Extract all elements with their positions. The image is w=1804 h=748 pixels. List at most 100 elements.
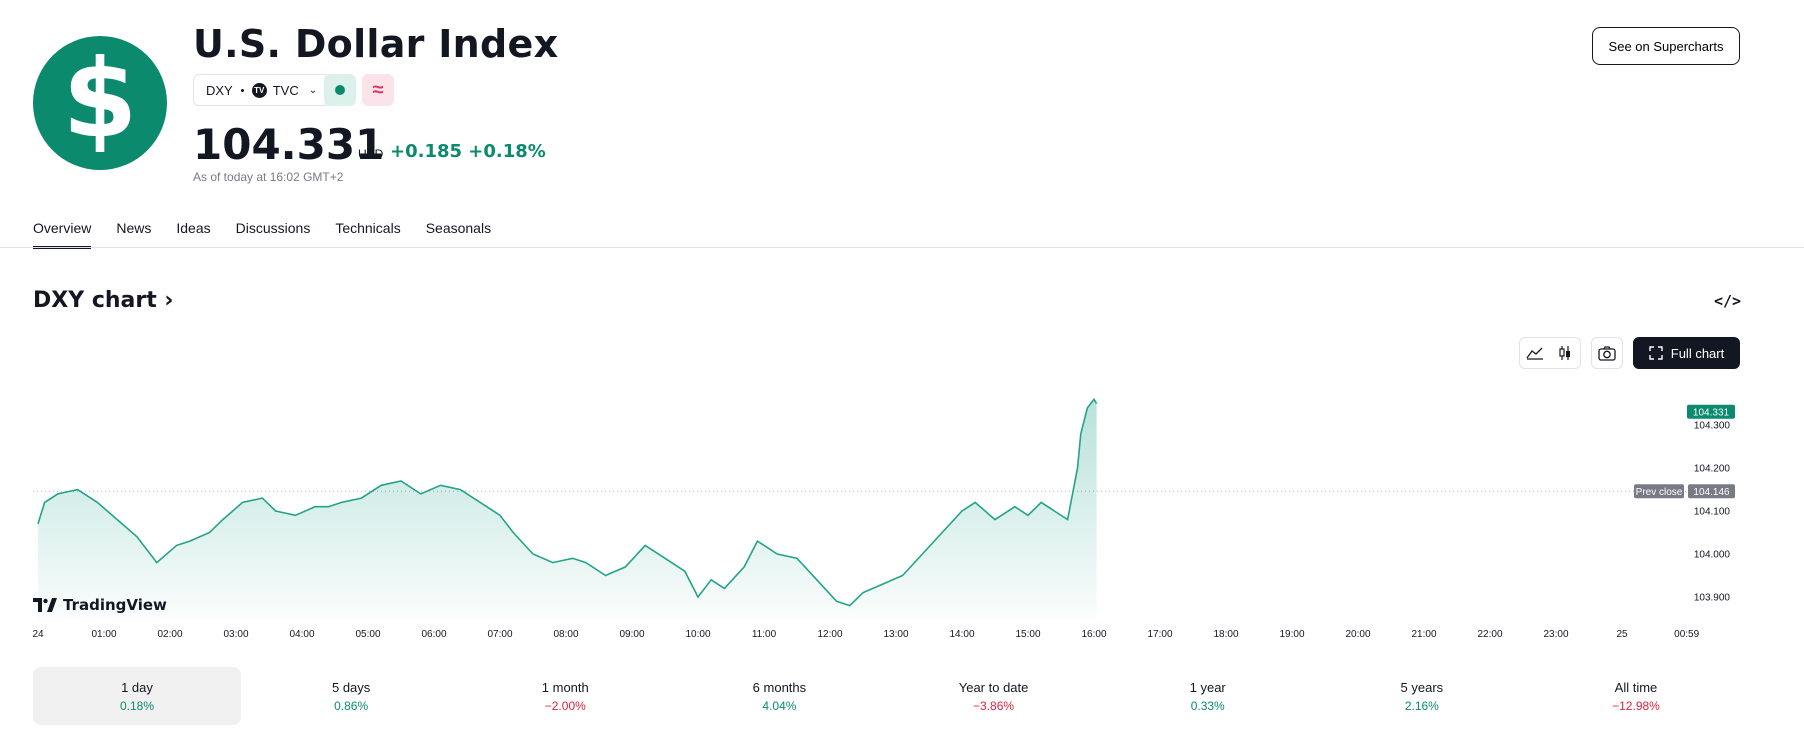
x-tick-label: 04:00 — [289, 629, 314, 640]
period-label: 1 year — [1189, 679, 1226, 695]
prev-close-value-tag — [1688, 484, 1735, 499]
x-tick-label: 01:00 — [91, 629, 116, 640]
period-label: 1 month — [541, 679, 589, 695]
area-chart-icon — [1526, 347, 1543, 360]
as-of-timestamp: As of today at 16:02 GMT+2 — [193, 170, 344, 184]
period-change: −2.00% — [544, 698, 586, 713]
x-tick-label: 05:00 — [355, 629, 380, 640]
x-tick-label: 03:00 — [223, 629, 248, 640]
full-chart-label: Full chart — [1670, 345, 1725, 361]
x-tick-label: 15:00 — [1015, 629, 1040, 640]
price-line — [37, 397, 1098, 607]
x-tick-label: 00:59 — [1674, 629, 1699, 640]
period-change: 0.33% — [1190, 698, 1225, 713]
current-price-tag-label: 104.331 — [1693, 407, 1730, 418]
symbol-exchange-selector[interactable]: DXY TV TVC ⌄ — [193, 74, 331, 106]
tab-discussions[interactable]: Discussions — [235, 220, 311, 236]
candlestick-icon — [1559, 346, 1570, 360]
section-tabs: Overview News Ideas Discussions Technica… — [33, 220, 491, 249]
y-tick-label: 104.200 — [1694, 464, 1731, 475]
tab-technicals[interactable]: Technicals — [335, 220, 401, 236]
current-price-tag — [1687, 404, 1735, 419]
period-label: 6 months — [752, 679, 807, 695]
x-tick-label: 23:00 — [1543, 629, 1568, 640]
x-tick-label: 17:00 — [1147, 629, 1172, 640]
x-tick-label: 14:00 — [949, 629, 974, 640]
period-1-year[interactable]: 1 year 0.33% — [1104, 667, 1312, 725]
period-label: All time — [1614, 679, 1658, 695]
period-label: Year to date — [958, 679, 1029, 695]
tab-overview[interactable]: Overview — [33, 220, 92, 249]
x-tick-label: 18:00 — [1213, 629, 1238, 640]
period-1-day[interactable]: 1 day 0.18% — [33, 667, 241, 725]
y-tick-label: 103.900 — [1694, 592, 1731, 603]
symbol-label: DXY — [206, 82, 233, 98]
period-5-days[interactable]: 5 days 0.86% — [247, 667, 455, 725]
chevron-down-icon: ⌄ — [308, 84, 318, 96]
period-label: 1 day — [121, 679, 153, 695]
period-change: 2.16% — [1404, 698, 1439, 713]
y-tick-label: 104.300 — [1694, 421, 1731, 432]
tab-ideas[interactable]: Ideas — [176, 220, 211, 236]
x-tick-label: 08:00 — [553, 629, 578, 640]
price-chart[interactable]: 104.300 104.200 104.100 104.000 103.900 24 01… — [0, 380, 1804, 650]
x-tick-label: 19:00 — [1279, 629, 1304, 640]
full-chart-button[interactable]: Full chart — [1633, 337, 1740, 369]
camera-icon — [1598, 346, 1616, 361]
period-change: −3.86% — [973, 698, 1015, 713]
area-chart-button[interactable] — [1520, 338, 1550, 368]
period-5-years[interactable]: 5 years 2.16% — [1318, 667, 1526, 725]
period-change: 4.04% — [762, 698, 797, 713]
tabs-divider — [0, 247, 1804, 248]
x-tick-label: 10:00 — [685, 629, 710, 640]
tradingview-logo-icon — [33, 598, 57, 612]
period-change: −12.98% — [1612, 698, 1660, 713]
period-1-month[interactable]: 1 month −2.00% — [461, 667, 669, 725]
delayed-data-indicator[interactable]: ≈ — [362, 74, 394, 106]
currency-label: USD — [358, 147, 384, 161]
x-tick-label: 21:00 — [1411, 629, 1436, 640]
price-area-fill — [38, 399, 1097, 620]
period-change: 0.86% — [334, 698, 369, 713]
prev-close-tag-label: Prev close — [1636, 487, 1683, 498]
x-tick-label: 24 — [32, 629, 44, 640]
dollar-logo: $ — [33, 36, 167, 170]
see-on-supercharts-button[interactable]: See on Supercharts — [1592, 27, 1740, 65]
tradingview-watermark: TradingView — [33, 596, 167, 614]
period-label: 5 days — [331, 679, 371, 695]
x-tick-label: 13:00 — [883, 629, 908, 640]
x-tick-label: 11:00 — [752, 629, 777, 640]
x-tick-label: 22:00 — [1477, 629, 1502, 640]
x-tick-label: 12:00 — [817, 629, 842, 640]
market-open-indicator[interactable] — [324, 74, 356, 106]
tradingview-badge-icon: TV — [251, 82, 267, 98]
exchange-label: TVC — [272, 82, 299, 98]
approx-icon: ≈ — [372, 78, 384, 101]
period-all-time[interactable]: All time −12.98% — [1532, 667, 1740, 725]
snapshot-button[interactable] — [1591, 337, 1623, 369]
x-tick-label: 02:00 — [157, 629, 182, 640]
status-dot-icon — [335, 85, 345, 95]
period-label: 5 years — [1400, 679, 1444, 695]
period-change: 0.18% — [119, 698, 155, 713]
x-tick-label: 07:00 — [487, 629, 512, 640]
tab-news[interactable]: News — [116, 220, 152, 236]
chart-style-toggle — [1519, 337, 1581, 369]
period-6-months[interactable]: 6 months 4.04% — [675, 667, 883, 725]
tab-seasonals[interactable]: Seasonals — [425, 220, 492, 236]
x-tick-label: 09:00 — [619, 629, 644, 640]
separator-dot — [240, 88, 244, 92]
candle-chart-button[interactable] — [1550, 338, 1580, 368]
chart-heading-link[interactable]: DXY chart › — [33, 288, 174, 313]
embed-code-icon[interactable]: </> — [1714, 292, 1742, 310]
y-tick-label: 104.100 — [1694, 507, 1731, 518]
page-title: U.S. Dollar Index — [193, 22, 559, 66]
watermark-label: TradingView — [63, 596, 167, 614]
x-tick-label: 16:00 — [1081, 629, 1106, 640]
period-year-to-date[interactable]: Year to date −3.86% — [890, 667, 1098, 725]
price-change: +0.185 +0.18% — [390, 141, 546, 162]
x-tick-label: 20:00 — [1345, 629, 1370, 640]
prev-close-tag — [1634, 484, 1684, 499]
fullscreen-icon — [1649, 346, 1663, 360]
y-tick-label: 104.000 — [1694, 550, 1731, 561]
